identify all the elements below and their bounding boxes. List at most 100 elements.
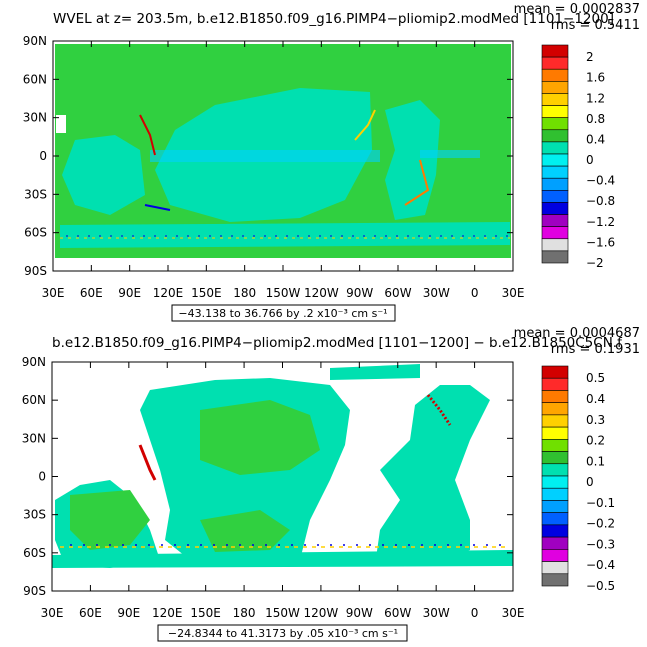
colorbar-swatch (541, 426, 569, 440)
panel-1-title: WVEL at z= 203.5m, b.e12.B1850.f09_g16.P… (53, 11, 614, 27)
colorbar-label: 0.2 (586, 434, 605, 448)
colorbar-label: −1.6 (586, 235, 615, 249)
x-tick-label: 180 (233, 606, 256, 620)
colorbar-swatch (541, 68, 569, 82)
panel-1-rms: rms = 0.5411 (551, 18, 640, 33)
y-tick-label: 60S (24, 226, 47, 240)
x-tick-label: 30W (423, 606, 450, 620)
x-tick-label: 120W (304, 286, 339, 300)
colorbar-swatch (541, 561, 569, 575)
y-tick-label: 60S (23, 546, 46, 560)
panel-1: WVEL at z= 203.5m, b.e12.B1850.f09_g16.P… (23, 2, 640, 322)
colorbar-swatch (541, 238, 569, 252)
x-tick-label: 120E (153, 286, 184, 300)
colorbar-swatch (541, 549, 569, 562)
colorbar-swatch (541, 190, 569, 203)
x-tick-label: 60W (384, 606, 411, 620)
y-tick-label: 0 (39, 149, 47, 163)
colorbar-swatch (541, 463, 569, 477)
colorbar-swatch (541, 377, 569, 391)
x-tick-label: 90E (118, 286, 141, 300)
colorbar-swatch (541, 177, 569, 191)
colorbar-label: −1.2 (586, 215, 615, 229)
colorbar-swatch (541, 105, 569, 118)
colorbar-swatch (541, 117, 569, 131)
y-tick-label: 30N (22, 431, 46, 445)
colorbar-swatch (541, 93, 569, 106)
panel-2-title: b.e12.B1850.f09_g16.PIMP4−pliomip2.modMe… (52, 335, 623, 351)
x-tick-label: 150W (265, 606, 300, 620)
colorbar-label: 1.6 (586, 71, 605, 85)
y-tick-label: 30S (23, 508, 46, 522)
colorbar-swatch (541, 512, 569, 526)
colorbar-swatch (541, 402, 569, 416)
panel-2-mean: mean = 0.0004687 (514, 326, 640, 341)
colorbar-swatch (541, 250, 569, 264)
colorbar-swatch (541, 439, 569, 452)
colorbar-swatch (541, 44, 569, 58)
colorbar-swatch (541, 226, 569, 240)
colorbar-swatch (541, 451, 569, 465)
x-tick-label: 30E (41, 606, 64, 620)
y-tick-label: 90S (23, 584, 46, 598)
panel-1-y-axis: 90N 60N 30N 0 30S 60S 90S (23, 34, 513, 278)
colorbar-swatch (541, 153, 569, 167)
x-tick-label: 30E (42, 286, 65, 300)
panel-2-range-label: −24.8344 to 41.3173 by .05 x10⁻³ cm s⁻¹ (168, 627, 398, 640)
x-tick-label: 120E (152, 606, 183, 620)
y-tick-label: 60N (23, 72, 47, 86)
x-tick-label: 150E (190, 606, 221, 620)
colorbar-swatch (541, 214, 569, 227)
colorbar-swatch (541, 524, 569, 538)
panel-2-x-axis: 30E 60E 90E 120E 150E 180 150W 120W 90W 60W 30W 0 30… (41, 362, 525, 620)
x-tick-label: 30E (502, 606, 525, 620)
x-tick-label: 60E (79, 606, 102, 620)
colorbar-swatch (541, 56, 569, 70)
panel-2-y-axis: 90N 60N 30N 0 30S 60S 90S (22, 355, 513, 598)
panel-2: b.e12.B1850.f09_g16.PIMP4−pliomip2.modMe… (22, 326, 640, 642)
x-tick-label: 0 (471, 286, 479, 300)
x-tick-label: 0 (471, 606, 479, 620)
x-tick-label: 90E (117, 606, 140, 620)
colorbar-swatch (541, 487, 569, 501)
colorbar-swatch (541, 500, 569, 513)
colorbar-label: −0.5 (586, 579, 615, 593)
colorbar-label: 0.4 (586, 392, 605, 406)
colorbar-swatch (541, 390, 569, 403)
panel-1-x-axis: 30E 60E 90E 120E 150E 180 150W 120W 90W 60W 30W 0 30… (42, 41, 525, 300)
colorbar-label: −2 (586, 256, 604, 270)
colorbar-label: 0 (586, 153, 594, 167)
colorbar-label: −0.2 (586, 517, 615, 531)
y-tick-label: 30N (23, 111, 47, 125)
x-tick-label: 90W (346, 286, 373, 300)
colorbar-swatch (541, 81, 569, 94)
x-tick-label: 30E (502, 286, 525, 300)
x-tick-label: 180 (233, 286, 256, 300)
y-tick-label: 60N (22, 393, 46, 407)
x-tick-label: 150E (191, 286, 222, 300)
colorbar-label: 0.8 (586, 112, 605, 126)
colorbar-label: 0 (586, 475, 594, 489)
panel-1-colorbar: 2 1.6 1.2 0.8 0.4 0 −0.4 −0.8 −1.2 −1.6 −2 (541, 44, 615, 270)
x-tick-label: 60E (80, 286, 103, 300)
colorbar-swatch (541, 141, 569, 155)
x-tick-label: 30W (423, 286, 450, 300)
colorbar-swatch (541, 573, 569, 587)
panel-1-map (53, 41, 513, 271)
colorbar-label: 0.5 (586, 371, 605, 385)
panel-1-range-label: −43.138 to 36.766 by .2 x10⁻³ cm s⁻¹ (178, 307, 387, 320)
colorbar-swatch (541, 536, 569, 550)
colorbar-label: 1.2 (586, 91, 605, 105)
colorbar-label: 0.3 (586, 413, 605, 427)
panel-2-rms: rms = 0.1931 (551, 342, 640, 357)
y-tick-label: 0 (38, 470, 46, 484)
colorbar-label: −0.8 (586, 194, 615, 208)
x-tick-label: 150W (266, 286, 301, 300)
colorbar-label: −0.3 (586, 537, 615, 551)
x-tick-label: 90W (346, 606, 373, 620)
y-tick-label: 90N (22, 355, 46, 369)
colorbar-label: 0.4 (586, 132, 605, 146)
panel-2-colorbar: 0.5 0.4 0.3 0.2 0.1 0 −0.1 −0.2 −0.3 −0.4 −0.5 (541, 365, 615, 593)
colorbar-label: 0.1 (586, 454, 605, 468)
